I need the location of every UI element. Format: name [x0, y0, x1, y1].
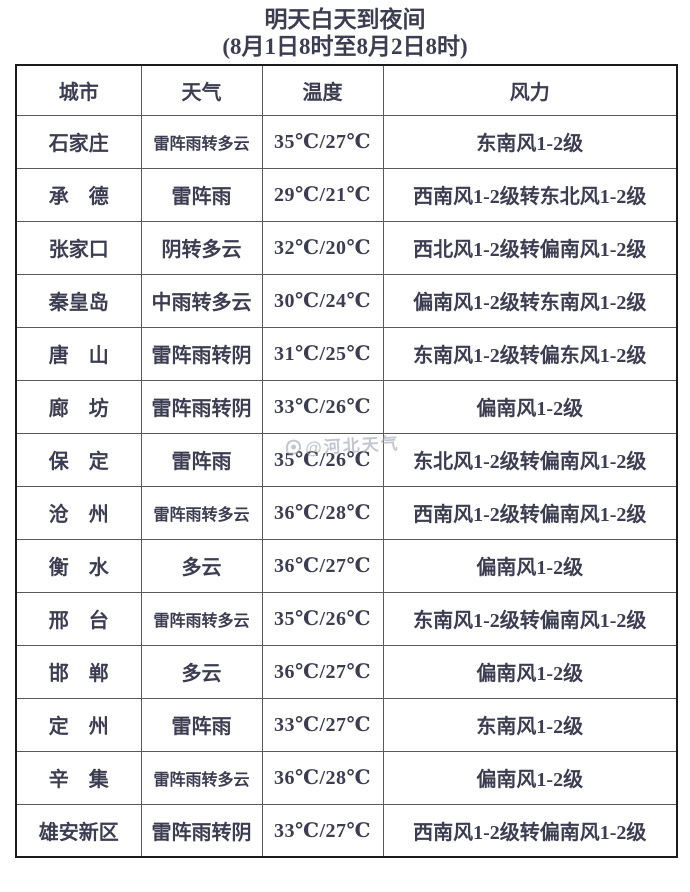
col-header-wind: 风力: [382, 64, 678, 116]
temp-cell: 33℃/27℃: [261, 697, 384, 752]
temp-cell: 32℃/20℃: [261, 220, 384, 275]
table-row: 衡 水 多云 36℃/27℃ 偏南风1-2级: [15, 538, 678, 593]
table-row: 秦皇岛 中雨转多云 30℃/24℃ 偏南风1-2级转东南风1-2级: [15, 273, 678, 328]
table-row: 沧 州 雷阵雨转多云 36℃/28℃ 西南风1-2级转偏南风1-2级: [15, 485, 678, 540]
table-row: 辛 集 雷阵雨转多云 36℃/28℃ 偏南风1-2级: [15, 750, 678, 805]
wind-cell: 西南风1-2级转东北风1-2级: [382, 167, 678, 222]
weather-cell: 雷阵雨转阴: [140, 803, 263, 858]
weather-cell: 多云: [140, 538, 263, 593]
table-row: 廊 坊 雷阵雨转阴 33℃/26℃ 偏南风1-2级: [15, 379, 678, 434]
city-cell: 石家庄: [15, 114, 142, 169]
wind-cell: 偏南风1-2级: [382, 750, 678, 805]
temp-cell: 36℃/28℃: [261, 750, 384, 805]
city-cell: 衡 水: [15, 538, 142, 593]
weather-cell: 雷阵雨转多云: [140, 485, 263, 540]
wind-cell: 偏南风1-2级: [382, 644, 678, 699]
wind-cell: 东南风1-2级: [382, 114, 678, 169]
table-row: 保 定 雷阵雨 35℃/26℃ 东北风1-2级转偏南风1-2级: [15, 432, 678, 487]
city-cell: 唐 山: [15, 326, 142, 381]
city-cell: 秦皇岛: [15, 273, 142, 328]
temp-cell: 31℃/25℃: [261, 326, 384, 381]
temp-cell: 35℃/26℃: [261, 432, 384, 487]
weather-cell: 雷阵雨: [140, 432, 263, 487]
weather-cell: 多云: [140, 644, 263, 699]
table-row: 定 州 雷阵雨 33℃/27℃ 东南风1-2级: [15, 697, 678, 752]
page-subtitle: (8月1日8时至8月2日8时): [222, 34, 468, 59]
city-cell: 定 州: [15, 697, 142, 752]
table-row: 雄安新区 雷阵雨转阴 33℃/27℃ 西南风1-2级转偏南风1-2级: [15, 803, 678, 858]
temp-cell: 33℃/26℃: [261, 379, 384, 434]
temp-cell: 30℃/24℃: [261, 273, 384, 328]
table-row: 承 德 雷阵雨 29℃/21℃ 西南风1-2级转东北风1-2级: [15, 167, 678, 222]
city-cell: 张家口: [15, 220, 142, 275]
col-header-city: 城市: [15, 64, 142, 116]
temp-cell: 35℃/26℃: [261, 591, 384, 646]
temp-cell: 36℃/28℃: [261, 485, 384, 540]
city-cell: 承 德: [15, 167, 142, 222]
weather-cell: 雷阵雨转阴: [140, 326, 263, 381]
weather-cell: 雷阵雨转多云: [140, 114, 263, 169]
col-header-weather: 天气: [140, 64, 263, 116]
weather-cell: 雷阵雨: [140, 697, 263, 752]
city-cell: 邢 台: [15, 591, 142, 646]
city-cell: 保 定: [15, 432, 142, 487]
weather-cell: 中雨转多云: [140, 273, 263, 328]
city-cell: 沧 州: [15, 485, 142, 540]
wind-cell: 偏南风1-2级: [382, 538, 678, 593]
table-row: 唐 山 雷阵雨转阴 31℃/25℃ 东南风1-2级转偏东风1-2级: [15, 326, 678, 381]
page-title: 明天白天到夜间: [264, 7, 426, 32]
wind-cell: 东南风1-2级: [382, 697, 678, 752]
table-row: 张家口 阴转多云 32℃/20℃ 西北风1-2级转偏南风1-2级: [15, 220, 678, 275]
weather-table: 城市 天气 温度 风力 石家庄 雷阵雨转多云 35℃/27℃ 东南风1-2级 承…: [15, 64, 678, 858]
city-cell: 廊 坊: [15, 379, 142, 434]
table-row: 邢 台 雷阵雨转多云 35℃/26℃ 东南风1-2级转偏南风1-2级: [15, 591, 678, 646]
temp-cell: 35℃/27℃: [261, 114, 384, 169]
table-row: 石家庄 雷阵雨转多云 35℃/27℃ 东南风1-2级: [15, 114, 678, 169]
city-cell: 雄安新区: [15, 803, 142, 858]
wind-cell: 西南风1-2级转偏南风1-2级: [382, 485, 678, 540]
wind-cell: 东南风1-2级转偏南风1-2级: [382, 591, 678, 646]
col-header-temp: 温度: [261, 64, 384, 116]
temp-cell: 33℃/27℃: [261, 803, 384, 858]
wind-cell: 东北风1-2级转偏南风1-2级: [382, 432, 678, 487]
temp-cell: 36℃/27℃: [261, 644, 384, 699]
weather-cell: 阴转多云: [140, 220, 263, 275]
weather-cell: 雷阵雨: [140, 167, 263, 222]
weather-cell: 雷阵雨转多云: [140, 591, 263, 646]
wind-cell: 偏南风1-2级转东南风1-2级: [382, 273, 678, 328]
wind-cell: 偏南风1-2级: [382, 379, 678, 434]
city-cell: 辛 集: [15, 750, 142, 805]
weather-cell: 雷阵雨转阴: [140, 379, 263, 434]
temp-cell: 29℃/21℃: [261, 167, 384, 222]
weather-cell: 雷阵雨转多云: [140, 750, 263, 805]
wind-cell: 西南风1-2级转偏南风1-2级: [382, 803, 678, 858]
temp-cell: 36℃/27℃: [261, 538, 384, 593]
table-row: 邯 郸 多云 36℃/27℃ 偏南风1-2级: [15, 644, 678, 699]
wind-cell: 东南风1-2级转偏东风1-2级: [382, 326, 678, 381]
header-row: 城市 天气 温度 风力: [15, 64, 678, 116]
page-title-block: 明天白天到夜间 (8月1日8时至8月2日8时): [0, 6, 690, 60]
city-cell: 邯 郸: [15, 644, 142, 699]
wind-cell: 西北风1-2级转偏南风1-2级: [382, 220, 678, 275]
